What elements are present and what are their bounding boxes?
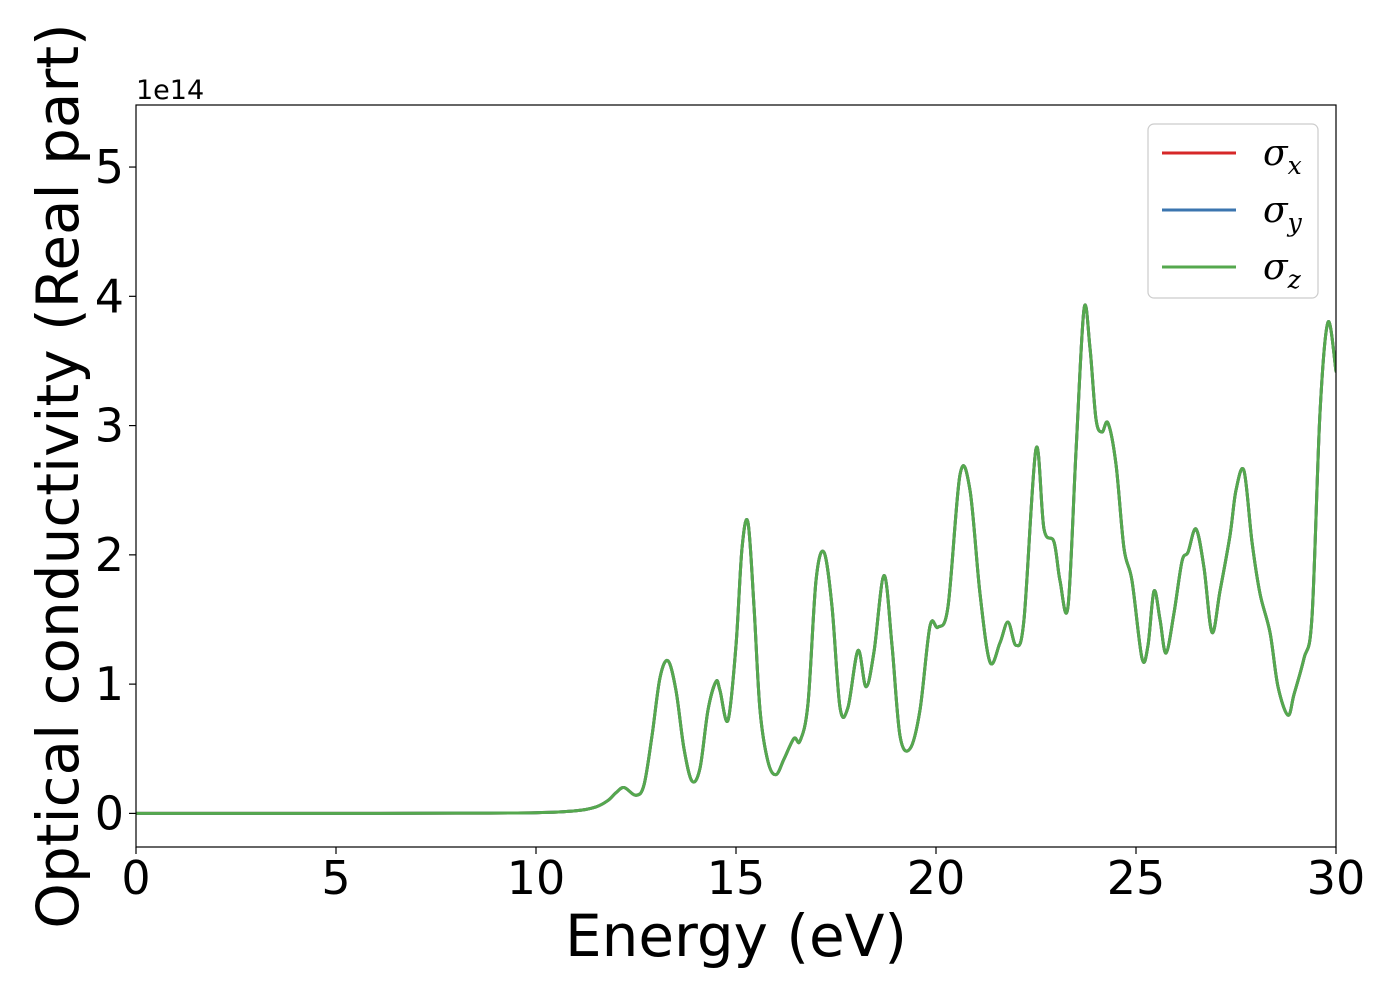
x-tick-label: 30 bbox=[1307, 851, 1366, 905]
y-tick-label: 5 bbox=[95, 140, 124, 194]
x-tick-label: 5 bbox=[321, 851, 350, 905]
legend-label-sigma-z: σz bbox=[1263, 247, 1302, 294]
x-tick-label: 25 bbox=[1107, 851, 1166, 905]
x-tick-label: 10 bbox=[507, 851, 566, 905]
series-line-sigma-z bbox=[136, 303, 1336, 815]
x-axis-title: Energy (eV) bbox=[565, 902, 907, 970]
legend-label-sigma-x: σx bbox=[1263, 133, 1302, 180]
y-tick-label: 4 bbox=[95, 269, 124, 323]
legend: σx σy σz bbox=[1147, 123, 1319, 299]
x-tick-label: 15 bbox=[707, 851, 766, 905]
series-layer bbox=[136, 303, 1336, 815]
y-axis-title: Optical conductivity (Real part) bbox=[24, 23, 92, 928]
y-axis: 0 1 2 3 4 5 bbox=[95, 140, 136, 840]
y-tick-label: 1 bbox=[95, 657, 124, 711]
x-tick-label: 20 bbox=[907, 851, 966, 905]
y-tick-label: 2 bbox=[95, 528, 124, 582]
y-tick-label: 0 bbox=[95, 786, 124, 840]
x-tick-label: 0 bbox=[121, 851, 150, 905]
y-offset-label: 1e14 bbox=[136, 75, 204, 106]
series-line-sigma-y bbox=[136, 303, 1336, 815]
y-tick-label: 3 bbox=[95, 399, 124, 453]
legend-label-sigma-y: σy bbox=[1263, 190, 1303, 237]
x-axis: 0 5 10 15 20 25 30 bbox=[121, 847, 1365, 905]
series-line-sigma-x bbox=[136, 303, 1336, 815]
